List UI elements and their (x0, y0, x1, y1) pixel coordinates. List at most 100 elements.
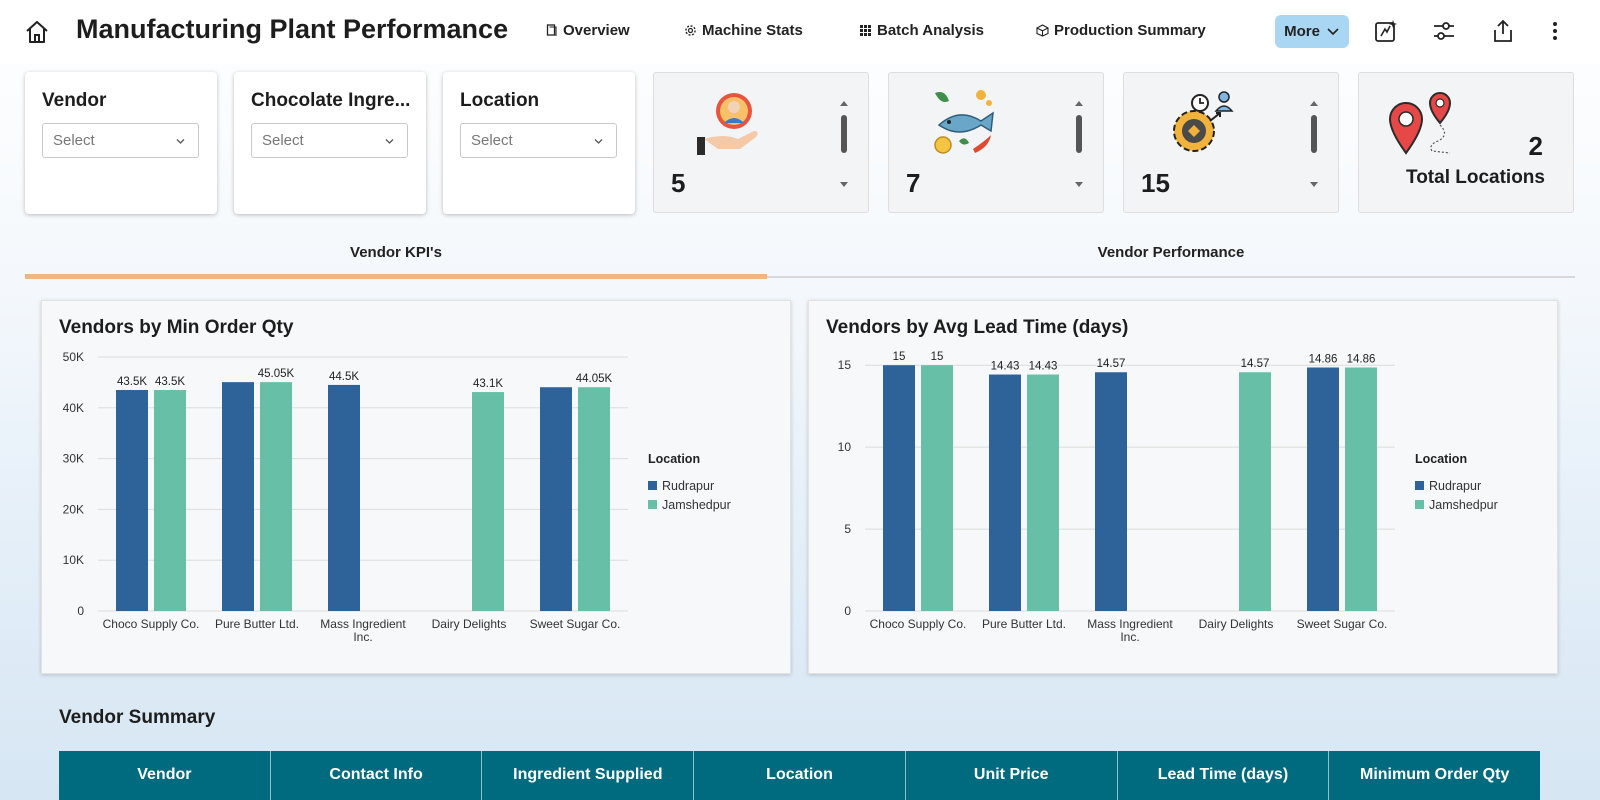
tab-vendor-performance[interactable]: Vendor Performance (1097, 244, 1245, 261)
process-count-value: 15 (1141, 168, 1170, 198)
legend-swatch (1415, 500, 1424, 509)
nav-batch-analysis-label: Batch Analysis (877, 22, 984, 39)
data-label: 43.1K (473, 378, 503, 390)
nav-machine-stats-label: Machine Stats (702, 22, 803, 39)
y-tick-label: 0 (844, 604, 851, 618)
total-locations-label: Total Locations (1406, 167, 1545, 188)
data-label: 14.86 (1309, 353, 1338, 365)
legend-swatch (648, 481, 657, 490)
bar-jamshedpur[interactable] (472, 392, 504, 611)
legend-item-jamshedpur[interactable]: Jamshedpur (662, 498, 731, 512)
bar-jamshedpur[interactable] (578, 387, 610, 611)
bar-rudrapur[interactable] (1307, 367, 1339, 611)
legend-item-rudrapur[interactable]: Rudrapur (1429, 479, 1481, 493)
data-label: 14.43 (1029, 361, 1058, 373)
ingredient-count-card: 7 (888, 72, 1104, 213)
table-header-cell[interactable]: Unit Price (906, 751, 1118, 800)
y-tick-label: 0 (77, 604, 84, 618)
table-header-cell[interactable]: Location (694, 751, 906, 800)
active-tab-indicator (25, 274, 767, 279)
x-tick-label: Pure Butter Ltd. (215, 617, 299, 631)
avg-lead-time-chart: 0 5 10 15 15 15 Choco Supply Co. 14.43 14.43 Pure… (838, 351, 1498, 644)
y-tick-label: 15 (838, 358, 852, 372)
bar-jamshedpur[interactable] (154, 390, 186, 611)
data-label: 14.43 (991, 361, 1020, 373)
home-icon[interactable] (22, 18, 52, 46)
location-filter-label: Location (460, 90, 540, 111)
bar-rudrapur[interactable] (883, 365, 915, 611)
table-header-cell[interactable]: Ingredient Supplied (482, 751, 695, 800)
vendor-select[interactable]: Select (42, 123, 199, 158)
scrollbar[interactable] (1073, 99, 1085, 189)
x-tick-label: Dairy Delights (1199, 617, 1274, 631)
legend-swatch (1415, 481, 1424, 490)
location-select-placeholder: Select (471, 132, 513, 149)
nav-overview[interactable]: Overview (545, 22, 630, 39)
legend-title: Location (648, 452, 700, 466)
y-tick-label: 10K (63, 553, 84, 567)
kebab-menu-icon[interactable] (1549, 18, 1561, 44)
x-tick-label: Sweet Sugar Co. (1297, 617, 1388, 631)
sparkle-edit-icon[interactable] (1373, 18, 1399, 44)
chocolate-ingredient-select[interactable]: Select (251, 123, 408, 158)
bar-rudrapur[interactable] (1095, 372, 1127, 611)
x-tick-label: Sweet Sugar Co. (530, 617, 621, 631)
page-title: Manufacturing Plant Performance (76, 14, 509, 44)
legend-title: Location (1415, 452, 1467, 466)
tab-divider (25, 276, 1575, 278)
vendor-filter-label: Vendor (42, 90, 107, 111)
legend-item-jamshedpur[interactable]: Jamshedpur (1429, 498, 1498, 512)
bar-rudrapur[interactable] (540, 387, 572, 611)
share-icon[interactable] (1490, 18, 1516, 44)
table-header-cell[interactable]: Minimum Order Qty (1359, 766, 1510, 783)
y-tick-label: 40K (63, 401, 84, 415)
box-icon (1036, 24, 1049, 37)
scrollbar[interactable] (838, 99, 850, 189)
x-tick-label: Pure Butter Ltd. (982, 617, 1066, 631)
bar-jamshedpur[interactable] (1345, 367, 1377, 611)
grid-icon (860, 25, 871, 36)
nav-production-summary[interactable]: Production Summary (1036, 22, 1206, 39)
tab-vendor-kpis[interactable]: Vendor KPI's (350, 244, 442, 261)
vendor-filter-card: Vendor Select (25, 72, 217, 214)
bar-rudrapur[interactable] (328, 384, 360, 611)
scrollbar[interactable] (1308, 99, 1320, 189)
bar-jamshedpur[interactable] (921, 365, 953, 611)
nav-machine-stats[interactable]: Machine Stats (684, 22, 803, 39)
y-tick-label: 30K (63, 452, 84, 466)
nav-overview-label: Overview (563, 22, 630, 39)
table-header-cell[interactable]: Contact Info (271, 751, 483, 800)
table-header-cell[interactable]: Lead Time (days) (1118, 751, 1330, 800)
table-header-cell[interactable]: Vendor (59, 751, 271, 800)
more-label: More (1284, 23, 1320, 40)
vendor-hand-icon (697, 93, 758, 155)
bar-rudrapur[interactable] (222, 382, 254, 611)
y-tick-label: 50K (63, 350, 84, 364)
y-tick-label: 20K (63, 502, 84, 516)
page-icon (546, 24, 557, 36)
ingredients-icon (934, 90, 994, 154)
vendor-summary-title: Vendor Summary (59, 707, 216, 728)
bar-rudrapur[interactable] (116, 390, 148, 611)
chocolate-ingredient-select-placeholder: Select (262, 132, 304, 149)
legend-item-rudrapur[interactable]: Rudrapur (662, 479, 714, 493)
x-tick-label: Mass Ingredient Inc. (1087, 617, 1173, 644)
bar-rudrapur[interactable] (989, 374, 1021, 611)
data-label: 15 (893, 351, 906, 363)
more-menu-button[interactable]: More (1275, 15, 1349, 48)
top-header: Manufacturing Plant Performance Overview… (0, 0, 1600, 64)
sliders-icon[interactable] (1431, 18, 1457, 44)
data-label: 43.5K (155, 376, 185, 388)
x-tick-label: Dairy Delights (432, 617, 507, 631)
gear-icon (685, 25, 696, 36)
bar-jamshedpur[interactable] (1239, 372, 1271, 611)
bar-jamshedpur[interactable] (260, 382, 292, 611)
location-filter-card: Location Select (443, 72, 635, 214)
nav-batch-analysis[interactable]: Batch Analysis (859, 22, 984, 39)
min-order-qty-chart-panel: Vendors by Min Order Qty 0 10K 20K 30K 40K 50… (41, 300, 791, 674)
process-gear-icon (1173, 91, 1234, 152)
ingredient-count-value: 7 (906, 168, 921, 198)
location-select[interactable]: Select (460, 123, 617, 158)
y-tick-label: 10 (838, 440, 852, 454)
bar-jamshedpur[interactable] (1027, 374, 1059, 611)
